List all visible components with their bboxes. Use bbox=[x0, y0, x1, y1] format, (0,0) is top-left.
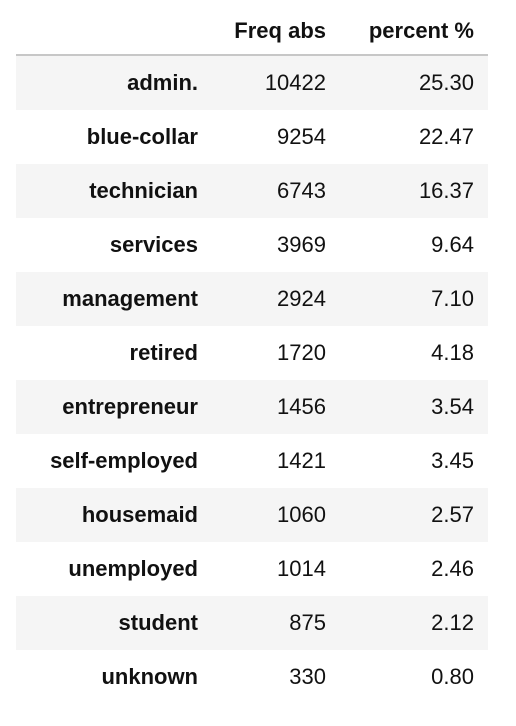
table-row: student 875 2.12 bbox=[16, 596, 488, 650]
row-label: unemployed bbox=[68, 556, 198, 581]
row-label: housemaid bbox=[81, 502, 198, 527]
percent-cell: 9.64 bbox=[431, 232, 474, 257]
freq-cell: 1421 bbox=[277, 448, 326, 473]
table-row: retired 1720 4.18 bbox=[16, 326, 488, 380]
freq-cell: 3969 bbox=[277, 232, 326, 257]
table-row: services 3969 9.64 bbox=[16, 218, 488, 272]
percent-cell: 16.37 bbox=[418, 178, 474, 203]
table-row: admin. 10422 25.30 bbox=[16, 55, 488, 110]
freq-cell: 330 bbox=[289, 664, 326, 689]
percent-column-header: percent % bbox=[340, 8, 488, 56]
table-body: admin. 10422 25.30 blue-collar 9254 22.4… bbox=[16, 55, 488, 704]
percent-cell: 3.45 bbox=[431, 448, 474, 473]
percent-cell: 0.80 bbox=[431, 664, 474, 689]
row-label: management bbox=[62, 286, 198, 311]
table-row: unknown 330 0.80 bbox=[16, 650, 488, 704]
frequency-table-container: Freq abs percent % admin. 10422 25.30 bl… bbox=[16, 8, 488, 704]
row-label: student bbox=[118, 610, 198, 635]
row-label: services bbox=[109, 232, 198, 257]
row-label: technician bbox=[89, 178, 198, 203]
freq-cell: 1014 bbox=[277, 556, 326, 581]
header-row: Freq abs percent % bbox=[16, 8, 488, 56]
row-label: self-employed bbox=[50, 448, 198, 473]
table-row: management 2924 7.10 bbox=[16, 272, 488, 326]
percent-cell: 2.57 bbox=[431, 502, 474, 527]
freq-cell: 10422 bbox=[264, 70, 326, 95]
table-row: entrepreneur 1456 3.54 bbox=[16, 380, 488, 434]
percent-cell: 7.10 bbox=[431, 286, 474, 311]
freq-abs-column-header: Freq abs bbox=[210, 8, 340, 56]
row-label: retired bbox=[129, 340, 198, 365]
row-label: entrepreneur bbox=[62, 394, 198, 419]
table-header: Freq abs percent % bbox=[16, 8, 488, 56]
freq-cell: 1456 bbox=[277, 394, 326, 419]
table-row: technician 6743 16.37 bbox=[16, 164, 488, 218]
percent-cell: 4.18 bbox=[431, 340, 474, 365]
table-row: self-employed 1421 3.45 bbox=[16, 434, 488, 488]
percent-cell: 3.54 bbox=[431, 394, 474, 419]
freq-cell: 2924 bbox=[277, 286, 326, 311]
freq-cell: 1720 bbox=[277, 340, 326, 365]
table-row: housemaid 1060 2.57 bbox=[16, 488, 488, 542]
index-column-header bbox=[16, 8, 210, 56]
freq-cell: 1060 bbox=[277, 502, 326, 527]
row-label: admin. bbox=[127, 70, 198, 95]
row-label: blue-collar bbox=[86, 124, 198, 149]
row-label: unknown bbox=[101, 664, 198, 689]
freq-cell: 9254 bbox=[277, 124, 326, 149]
table-row: unemployed 1014 2.46 bbox=[16, 542, 488, 596]
percent-cell: 25.30 bbox=[418, 70, 474, 95]
frequency-table: Freq abs percent % admin. 10422 25.30 bl… bbox=[16, 8, 488, 704]
percent-cell: 2.46 bbox=[431, 556, 474, 581]
table-row: blue-collar 9254 22.47 bbox=[16, 110, 488, 164]
freq-cell: 6743 bbox=[277, 178, 326, 203]
freq-cell: 875 bbox=[289, 610, 326, 635]
percent-cell: 2.12 bbox=[431, 610, 474, 635]
percent-cell: 22.47 bbox=[418, 124, 474, 149]
